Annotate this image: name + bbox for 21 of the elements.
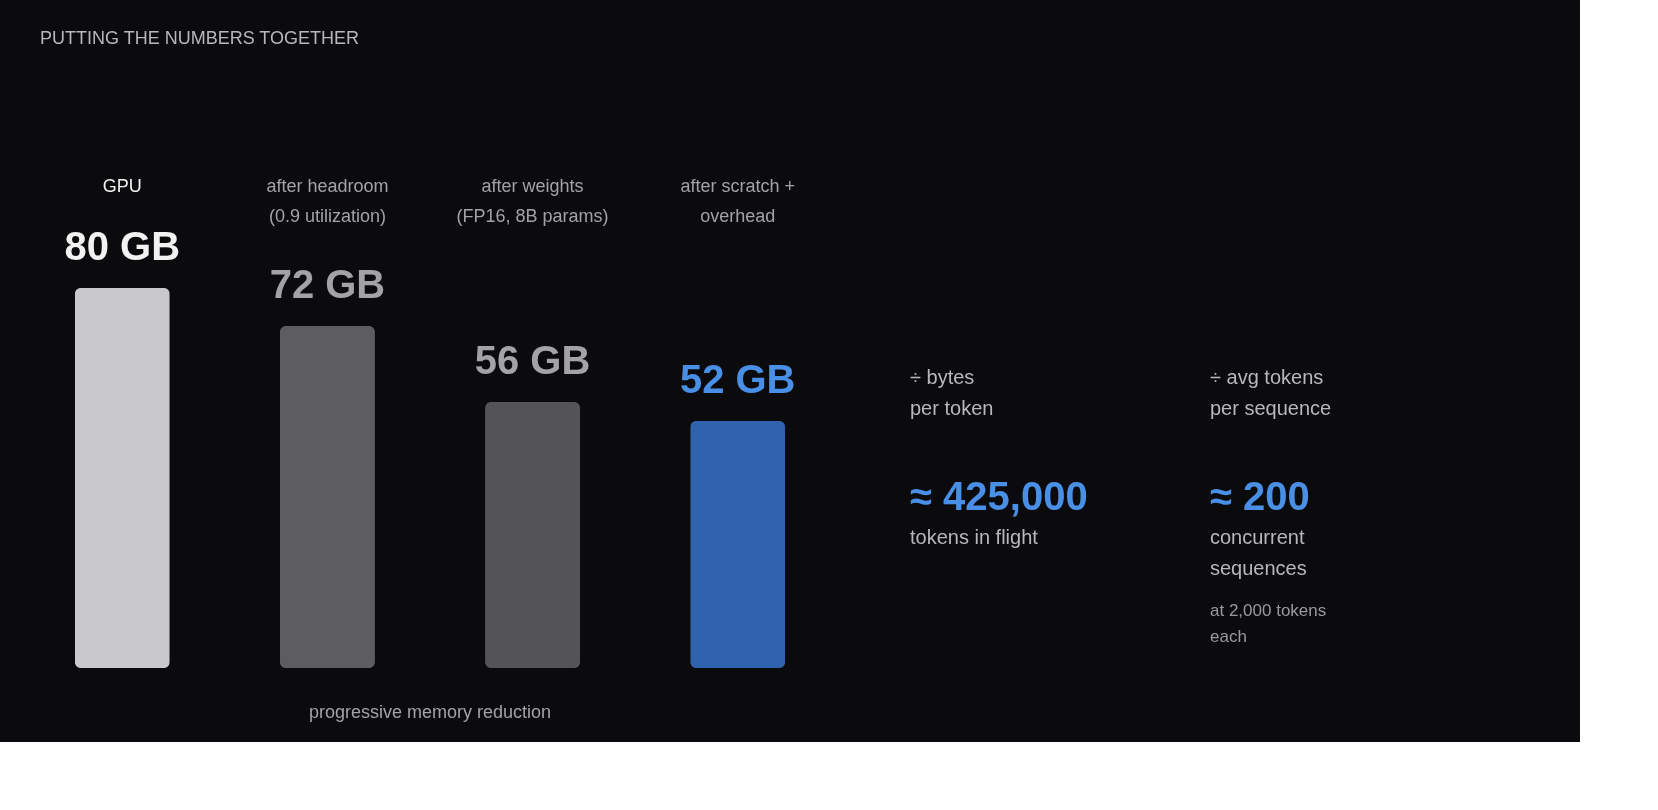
data-label: 72 GB	[269, 262, 386, 306]
bar	[485, 402, 581, 668]
text: ≈ 425,000	[910, 474, 1088, 518]
text: ÷ bytes per token	[910, 366, 994, 419]
text: at 2,000 tokens each	[1210, 601, 1327, 647]
bar	[74, 288, 170, 668]
bar	[690, 421, 786, 668]
text: ÷ avg tokens per sequence	[1210, 366, 1332, 419]
x-tick-label: after headroom (0.9 utilization)	[266, 176, 389, 226]
bar	[279, 326, 375, 668]
text: tokens in flight	[910, 526, 1039, 548]
text: concurrent sequences	[1210, 526, 1307, 579]
text: progressive memory reduction	[308, 702, 552, 722]
text: ≈ 200	[1210, 474, 1310, 518]
x-tick-label: after scratch + overhead	[680, 176, 795, 226]
chart-title: PUTTING THE NUMBERS TOGETHER	[40, 28, 360, 48]
data-label: 52 GB	[679, 357, 796, 401]
x-tick-label: after weights (FP16, 8B params)	[456, 176, 609, 226]
data-label: 80 GB	[64, 224, 181, 268]
data-label: 56 GB	[474, 338, 591, 382]
x-tick-label: GPU	[102, 176, 142, 196]
